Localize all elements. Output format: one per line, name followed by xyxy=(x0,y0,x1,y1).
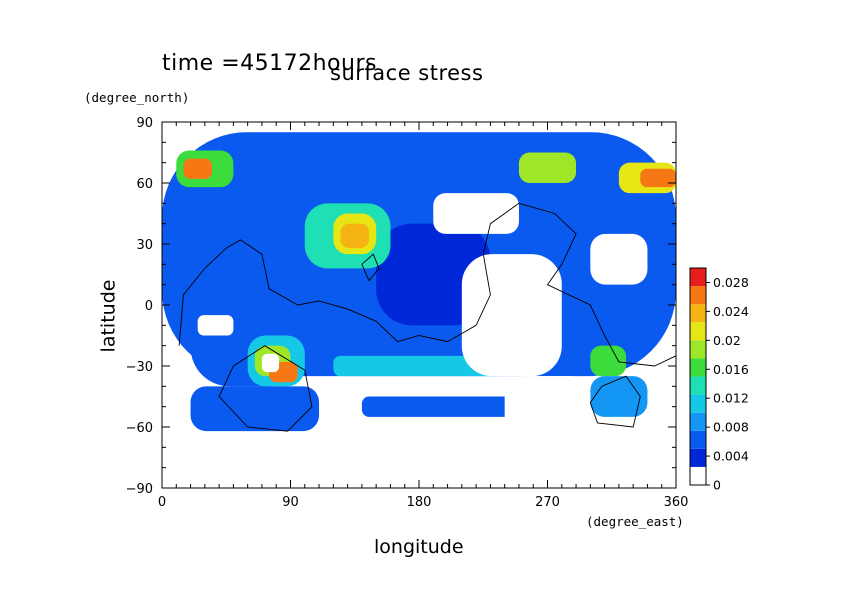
colorbar-tick-label: 0.004 xyxy=(713,449,749,464)
y-tick-label: −60 xyxy=(126,421,153,436)
low-stress-hole-2 xyxy=(433,193,519,234)
x-axis-unit: (degree_east) xyxy=(586,514,684,529)
colorbar-swatch xyxy=(690,358,706,377)
y-tick-label: −30 xyxy=(126,360,153,375)
stress-region-14 xyxy=(590,345,627,377)
x-tick-label: 0 xyxy=(158,495,166,510)
coastline-3 xyxy=(361,253,380,282)
stress-region-17 xyxy=(361,396,519,417)
colorbar-tick-label: 0.008 xyxy=(713,420,749,435)
low-stress-hole-1 xyxy=(504,376,591,438)
plot-axes: 0 90 180 270 360 90 60 30 0 −30 −60 −90 xyxy=(126,116,689,510)
y-axis-unit: (degree_north) xyxy=(84,90,190,105)
colorbar-swatch xyxy=(690,448,706,467)
time-label: time =45172hours xyxy=(162,51,377,76)
x-tick-label: 90 xyxy=(282,495,299,510)
colorbar-swatch xyxy=(690,340,706,359)
colorbar-swatch xyxy=(690,268,706,287)
low-stress-hole-0 xyxy=(461,254,562,377)
colorbar-swatch xyxy=(690,430,706,449)
x-tick-label: 270 xyxy=(535,495,560,510)
colorbar-swatch xyxy=(690,286,706,305)
colorbar-swatch xyxy=(690,304,706,323)
y-tick-label: 0 xyxy=(145,299,153,314)
stress-region-11 xyxy=(518,152,577,183)
stress-region-13 xyxy=(640,168,676,188)
colorbar-swatch xyxy=(690,376,706,395)
x-tick-label: 180 xyxy=(407,495,432,510)
coastline-0 xyxy=(178,202,677,367)
y-tick-label: 90 xyxy=(136,116,153,131)
colorbar-frame xyxy=(689,267,707,486)
y-tick-label: 30 xyxy=(136,238,153,253)
stress-region-7 xyxy=(183,158,212,179)
colorbar-swatch xyxy=(690,322,706,341)
plot-field xyxy=(162,122,676,488)
coastline-2 xyxy=(589,375,641,428)
colorbar: 0 0.004 0.008 0.012 0.016 0.02 0.024 0.028 xyxy=(689,267,749,493)
colorbar-tick-label: 0.024 xyxy=(713,304,749,319)
stress-region-10 xyxy=(340,223,370,249)
colorbar-swatch xyxy=(690,466,706,485)
stress-region-15 xyxy=(333,355,505,377)
stress-region-1 xyxy=(376,223,491,326)
y-tick-label: 60 xyxy=(136,177,153,192)
x-tick-label: 360 xyxy=(664,495,689,510)
coastline-1 xyxy=(218,345,313,432)
colorbar-swatch xyxy=(690,394,706,413)
low-stress-hole-8 xyxy=(162,382,177,488)
coastlines xyxy=(178,202,677,432)
colorbar-swatch xyxy=(690,412,706,431)
stress-region-16 xyxy=(190,386,320,432)
low-stress-hole-3 xyxy=(590,233,648,285)
colorbar-tick-label: 0.016 xyxy=(713,362,749,377)
stress-region-18 xyxy=(590,376,648,417)
colorbar-tick-label: 0.012 xyxy=(713,391,749,406)
low-stress-hole-7 xyxy=(162,437,676,488)
low-stress-hole-4 xyxy=(197,315,234,336)
colorbar-tick-label: 0 xyxy=(713,478,721,493)
x-axis-label: longitude xyxy=(374,536,464,558)
chart-title: surface stress xyxy=(330,61,484,85)
low-stress-hole-5 xyxy=(261,353,280,373)
colorbar-tick-label: 0.02 xyxy=(713,333,741,348)
colorbar-tick-label: 0.028 xyxy=(713,275,749,290)
y-tick-label: −90 xyxy=(126,482,153,497)
